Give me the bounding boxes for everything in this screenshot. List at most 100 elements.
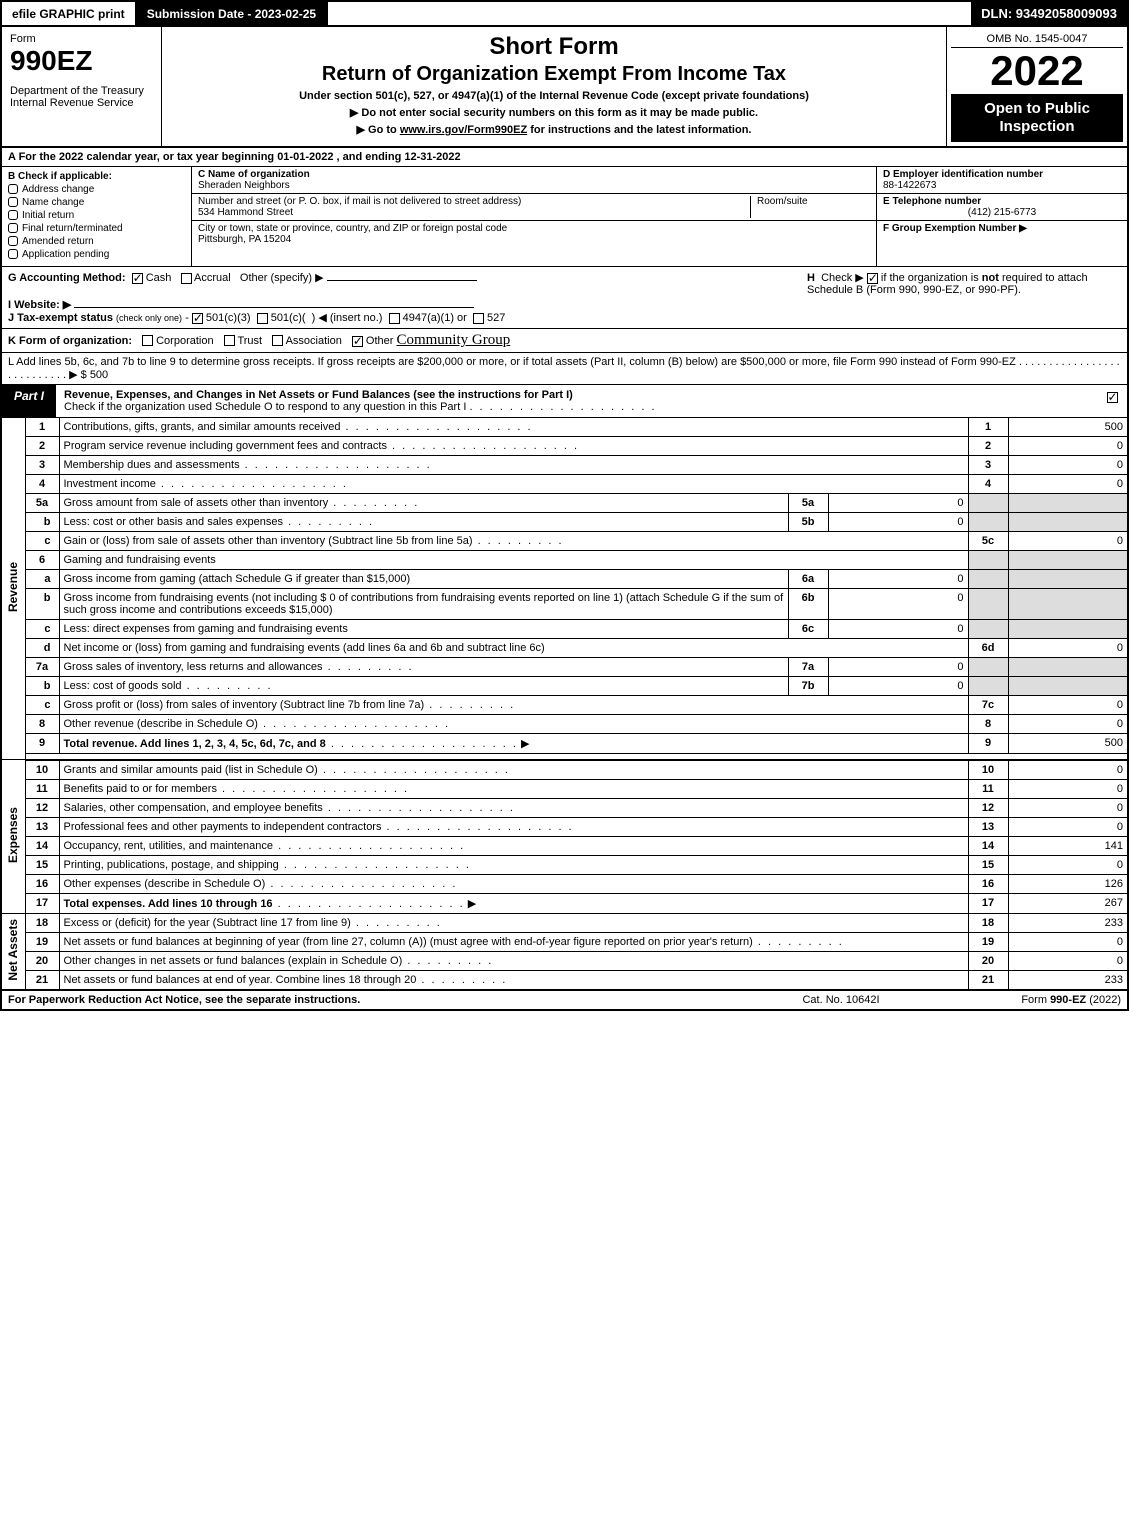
line-15-desc: Printing, publications, postage, and shi… [64, 859, 279, 871]
tax-year: 2022 [951, 48, 1123, 94]
line-3-value: 0 [1008, 456, 1128, 475]
line-14-value: 141 [1008, 836, 1128, 855]
header-sub2: ▶ Do not enter social security numbers o… [172, 106, 936, 119]
footer-right-post: (2022) [1086, 994, 1121, 1006]
line-19: 19 Net assets or fund balances at beginn… [1, 932, 1128, 951]
line-7c: c Gross profit or (loss) from sales of i… [1, 696, 1128, 715]
line-21-value: 233 [1008, 970, 1128, 989]
col-b: B Check if applicable: Address change Na… [2, 167, 192, 266]
line-17-num: 17 [25, 893, 59, 913]
line-7c-value: 0 [1008, 696, 1128, 715]
g-other-label: Other (specify) ▶ [240, 272, 324, 284]
line-19-value: 0 [1008, 932, 1128, 951]
department-label: Department of the Treasury Internal Reve… [10, 85, 153, 109]
row-g-h: G Accounting Method: Cash Accrual Other … [0, 267, 1129, 329]
line-10-value: 0 [1008, 760, 1128, 780]
chk-corporation[interactable] [142, 335, 153, 346]
line-21-num: 21 [25, 970, 59, 989]
chk-4947[interactable] [389, 313, 400, 324]
line-a-text: A For the 2022 calendar year, or tax yea… [8, 151, 461, 163]
header-mid: Short Form Return of Organization Exempt… [162, 27, 947, 146]
line-4-value: 0 [1008, 475, 1128, 494]
topbar-spacer [328, 2, 971, 25]
line-7a-rnum-shade [968, 658, 1008, 677]
line-18-desc: Excess or (deficit) for the year (Subtra… [64, 917, 351, 929]
chk-final-return[interactable]: Final return/terminated [8, 223, 185, 234]
line-7a-rval-shade [1008, 658, 1128, 677]
line-6b: b Gross income from fundraising events (… [1, 589, 1128, 620]
line-5a-num: 5a [25, 494, 59, 513]
sub3-pre: ▶ Go to [357, 124, 400, 136]
line-15: 15 Printing, publications, postage, and … [1, 855, 1128, 874]
line-6c: c Less: direct expenses from gaming and … [1, 620, 1128, 639]
group-exemption-label: F Group Exemption Number ▶ [883, 223, 1027, 234]
chk-527[interactable] [473, 313, 484, 324]
line-5b-num: b [25, 513, 59, 532]
line-7a: 7a Gross sales of inventory, less return… [1, 658, 1128, 677]
line-16: 16 Other expenses (describe in Schedule … [1, 874, 1128, 893]
line-2-desc: Program service revenue including govern… [64, 440, 387, 452]
line-16-value: 126 [1008, 874, 1128, 893]
org-address-row: Number and street (or P. O. box, if mail… [192, 194, 876, 221]
dln-badge: DLN: 93492058009093 [971, 2, 1127, 25]
line-7b-rval-shade [1008, 677, 1128, 696]
line-6: 6 Gaming and fundraising events [1, 551, 1128, 570]
line-8-rnum: 8 [968, 715, 1008, 734]
line-6-desc: Gaming and fundraising events [59, 551, 968, 570]
chk-association[interactable] [272, 335, 283, 346]
line-20: 20 Other changes in net assets or fund b… [1, 951, 1128, 970]
line-6c-desc: Less: direct expenses from gaming and fu… [59, 620, 788, 639]
line-9-num: 9 [25, 734, 59, 754]
line-7b-inbox-value: 0 [828, 677, 968, 696]
chk-accrual[interactable] [181, 273, 192, 284]
line-2-rnum: 2 [968, 437, 1008, 456]
line-9: 9 Total revenue. Add lines 1, 2, 3, 4, 5… [1, 734, 1128, 754]
chk-other-org[interactable] [352, 336, 363, 347]
ein-value: 88-1422673 [883, 180, 936, 191]
line-17-rnum: 17 [968, 893, 1008, 913]
line-4-num: 4 [25, 475, 59, 494]
line-16-desc: Other expenses (describe in Schedule O) [64, 878, 266, 890]
group-exemption-row: F Group Exemption Number ▶ [877, 221, 1127, 266]
main-title: Return of Organization Exempt From Incom… [172, 63, 936, 86]
part-1-sub: Check if the organization used Schedule … [64, 401, 466, 413]
line-4: 4 Investment income 4 0 [1, 475, 1128, 494]
tel-label: E Telephone number [883, 196, 981, 207]
line-6a: a Gross income from gaming (attach Sched… [1, 570, 1128, 589]
chk-name-change[interactable]: Name change [8, 197, 185, 208]
row-i: I Website: ▶ [8, 299, 71, 311]
other-org-value: Community Group [396, 332, 510, 348]
chk-trust[interactable] [224, 335, 235, 346]
form-header: Form 990EZ Department of the Treasury In… [0, 25, 1129, 148]
efile-print-button[interactable]: efile GRAPHIC print [2, 2, 137, 25]
line-12-num: 12 [25, 798, 59, 817]
chk-address-change[interactable]: Address change [8, 184, 185, 195]
chk-cash[interactable] [132, 273, 143, 284]
page-footer: For Paperwork Reduction Act Notice, see … [0, 990, 1129, 1011]
chk-accrual-label: Accrual [194, 272, 231, 284]
line-6a-desc: Gross income from gaming (attach Schedul… [59, 570, 788, 589]
irs-link[interactable]: www.irs.gov/Form990EZ [400, 124, 527, 136]
chk-address-change-label: Address change [22, 184, 94, 195]
line-6c-rval-shade [1008, 620, 1128, 639]
chk-initial-return[interactable]: Initial return [8, 210, 185, 221]
line-11-desc: Benefits paid to or for members [64, 783, 217, 795]
part-1-title-text: Revenue, Expenses, and Changes in Net As… [64, 389, 573, 401]
info-block: B Check if applicable: Address change Na… [0, 167, 1129, 267]
chk-amended-return[interactable]: Amended return [8, 236, 185, 247]
line-14: 14 Occupancy, rent, utilities, and maint… [1, 836, 1128, 855]
chk-application-pending[interactable]: Application pending [8, 249, 185, 260]
line-5c-desc: Gain or (loss) from sale of assets other… [64, 535, 473, 547]
part-1-schedule-o-check[interactable] [1097, 385, 1127, 417]
line-8-desc: Other revenue (describe in Schedule O) [64, 718, 258, 730]
line-2-value: 0 [1008, 437, 1128, 456]
chk-initial-return-label: Initial return [22, 210, 74, 221]
line-11-num: 11 [25, 779, 59, 798]
line-5a-rval-shade [1008, 494, 1128, 513]
chk-schedule-b-not-required[interactable] [867, 273, 878, 284]
chk-501c3[interactable] [192, 313, 203, 324]
line-17-value: 267 [1008, 893, 1128, 913]
line-5b-inbox-label: 5b [788, 513, 828, 532]
chk-501c[interactable] [257, 313, 268, 324]
line-5c-value: 0 [1008, 532, 1128, 551]
